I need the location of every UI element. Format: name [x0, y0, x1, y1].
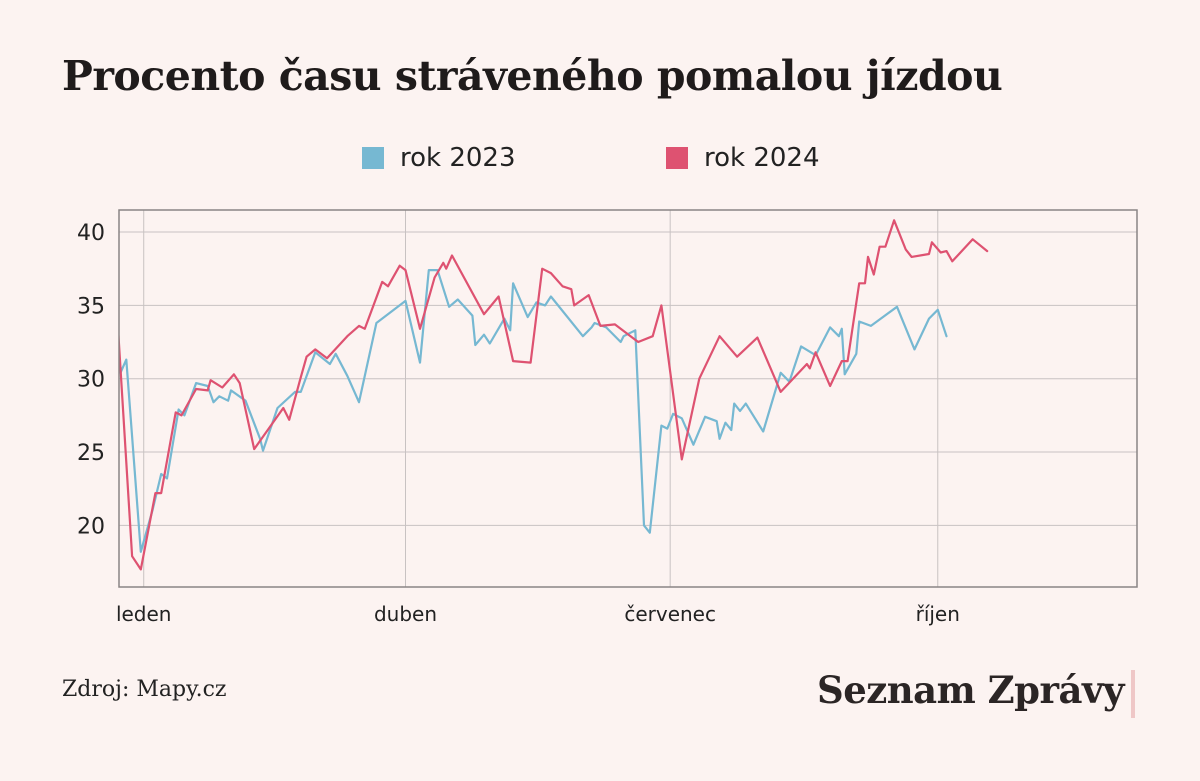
brand-logo: Seznam Zprávy [816, 668, 1125, 712]
plot-frame [118, 209, 1138, 588]
legend-item-2023: rok 2023 [362, 143, 516, 173]
y-tick-label: 20 [77, 514, 105, 539]
y-tick-label: 40 [77, 221, 105, 246]
y-tick-label: 30 [77, 368, 105, 393]
y-tick-label: 35 [77, 294, 105, 319]
chart-title: Procento času stráveného pomalou jízdou [62, 52, 1003, 100]
x-tick-label: červenec [624, 602, 716, 626]
source-note: Zdroj: Mapy.cz [62, 677, 227, 702]
brand-accent-bar [1131, 670, 1135, 718]
x-tick-label: říjen [916, 602, 960, 626]
legend: rok 2023 rok 2024 [0, 143, 1200, 177]
legend-swatch-2023 [362, 147, 384, 169]
legend-label-2024: rok 2024 [704, 143, 820, 173]
x-tick-label: duben [374, 602, 437, 626]
series-line-2023 [119, 269, 948, 553]
x-tick-label: leden [116, 602, 172, 626]
series-line-2024 [119, 219, 989, 571]
legend-item-2024: rok 2024 [666, 143, 820, 173]
y-tick-label: 25 [77, 441, 105, 466]
legend-swatch-2024 [666, 147, 688, 169]
legend-label-2023: rok 2023 [400, 143, 516, 173]
